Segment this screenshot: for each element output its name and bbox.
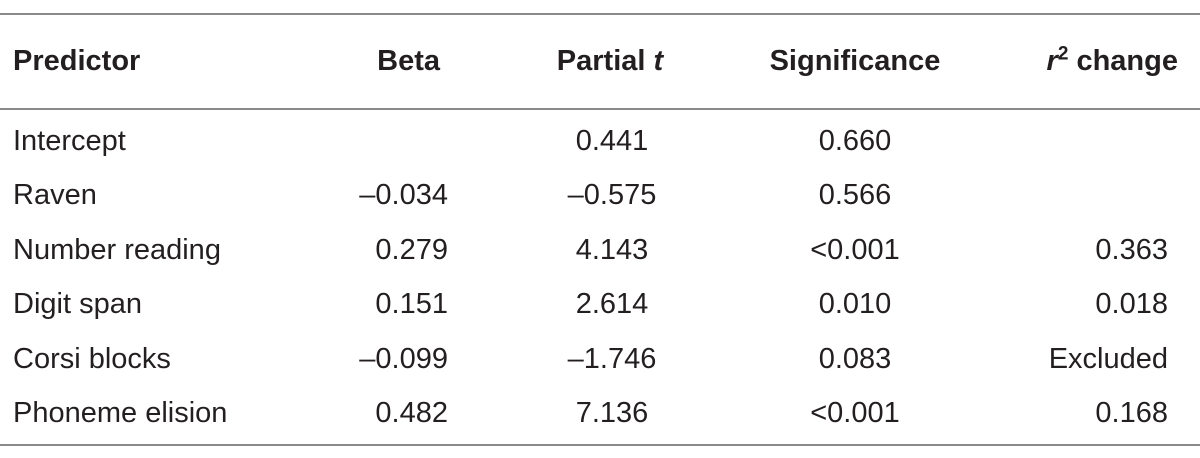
- table-header: Predictor Beta Partial t Significance r2…: [0, 15, 1200, 108]
- table-row: Number reading 0.279 4.143 <0.001 0.363: [0, 223, 1200, 278]
- header-beta: Beta: [377, 45, 440, 77]
- header-significance: Significance: [769, 45, 941, 77]
- cell-r2-change: 0.363: [1095, 233, 1168, 266]
- header-partial-t: Partial t: [500, 15, 720, 108]
- cell-beta: 0.482: [375, 397, 448, 430]
- cell-partial-t: 7.136: [575, 397, 649, 430]
- cell-significance: <0.001: [810, 397, 900, 430]
- cell-r2-change: Excluded: [1048, 342, 1168, 375]
- header-partial-t-prefix: Partial: [556, 45, 654, 77]
- cell-partial-t: 2.614: [575, 288, 649, 321]
- cell-significance: 0.083: [818, 342, 892, 375]
- cell-predictor: Corsi blocks: [13, 342, 171, 375]
- cell-significance: 0.566: [818, 179, 892, 212]
- cell-significance: 0.660: [818, 124, 892, 157]
- cell-r2-change: [960, 108, 1200, 169]
- table-row: Phoneme elision 0.482 7.136 <0.001 0.168: [0, 387, 1200, 442]
- header-partial-t-var: t: [653, 45, 664, 77]
- cell-predictor: Raven: [13, 179, 97, 212]
- cell-predictor: Number reading: [13, 233, 221, 266]
- header-predictor: Predictor: [13, 45, 141, 77]
- cell-beta: [310, 108, 500, 169]
- table-body: Intercept 0.441 0.660 Raven –0.034 –0.575 0.56…: [0, 108, 1200, 441]
- table-header-rule: [0, 108, 1200, 110]
- cell-predictor: Intercept: [13, 124, 126, 157]
- table-row: Intercept 0.441 0.660: [0, 108, 1200, 169]
- cell-beta: 0.279: [375, 233, 448, 266]
- cell-partial-t: 4.143: [575, 233, 649, 266]
- header-r2-exponent: 2: [1057, 43, 1069, 65]
- header-r2-var: r: [1046, 45, 1058, 77]
- table-bottom-rule: [0, 444, 1200, 446]
- table-row: Raven –0.034 –0.575 0.566: [0, 169, 1200, 224]
- header-r2-change: r2 change: [960, 15, 1200, 108]
- table-row: Digit span 0.151 2.614 0.010 0.018: [0, 278, 1200, 333]
- table-row: Corsi blocks –0.099 –1.746 0.083 Excluded: [0, 332, 1200, 387]
- cell-partial-t: –0.575: [567, 179, 657, 212]
- data-table: Predictor Beta Partial t Significance r2…: [0, 15, 1200, 441]
- cell-beta: 0.151: [375, 288, 448, 321]
- cell-r2-change: 0.168: [1095, 397, 1168, 430]
- cell-r2-change: 0.018: [1095, 288, 1168, 321]
- cell-predictor: Phoneme elision: [13, 397, 228, 430]
- cell-r2-change: [960, 169, 1200, 224]
- cell-predictor: Digit span: [13, 288, 142, 321]
- header-r2-suffix: change: [1068, 45, 1178, 77]
- cell-significance: <0.001: [810, 233, 900, 266]
- cell-partial-t: –1.746: [567, 342, 657, 375]
- cell-beta: –0.099: [359, 342, 448, 375]
- cell-significance: 0.010: [818, 288, 892, 321]
- header-row: Predictor Beta Partial t Significance r2…: [0, 15, 1200, 108]
- cell-beta: –0.034: [359, 179, 448, 212]
- cell-partial-t: 0.441: [575, 124, 649, 157]
- table-top-rule: [0, 13, 1200, 15]
